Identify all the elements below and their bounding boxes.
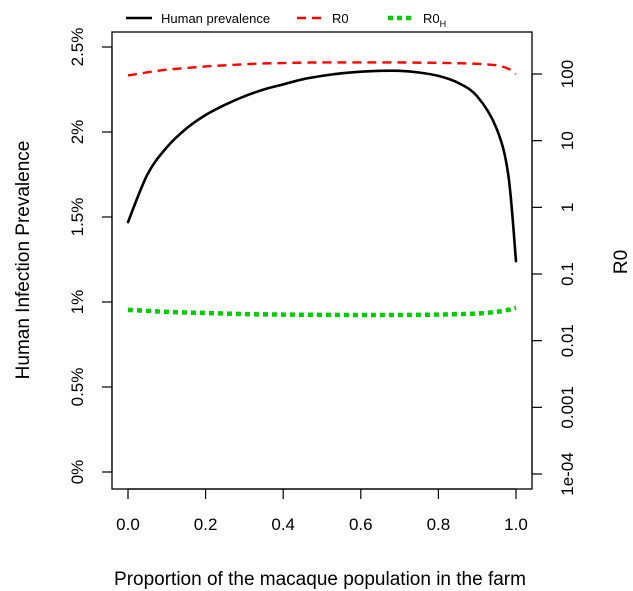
y-tick-label-right: 0.001 <box>558 386 577 429</box>
y-tick-label-right: 100 <box>558 60 577 88</box>
y-tick-label-left: 1% <box>68 290 87 315</box>
x-tick-label: 0.4 <box>271 515 295 534</box>
y-tick-label-right: 0.01 <box>558 324 577 357</box>
y-tick-label-right: 1e-04 <box>558 452 577 495</box>
legend: Human prevalence R0 R0H <box>126 11 446 29</box>
y-tick-label-left: 2% <box>68 120 87 145</box>
y-tick-label-right: 0.1 <box>558 262 577 286</box>
y-tick-label-left: 0% <box>68 460 87 485</box>
y-tick-label-left: 0.5% <box>68 368 87 407</box>
y-tick-label-right: 10 <box>558 131 577 150</box>
legend-label-1: Human prevalence <box>161 11 270 26</box>
x-tick-label: 0.8 <box>427 515 451 534</box>
y-tick-label-right: 1 <box>558 203 577 212</box>
series-layer <box>126 61 518 318</box>
x-tick-label: 1.0 <box>504 515 528 534</box>
x-tick-label: 0.2 <box>194 515 218 534</box>
x-axis-title: Proportion of the macaque population in … <box>114 569 526 590</box>
plot-frame <box>111 31 533 490</box>
axes-layer: 0.0 0.2 0.4 0.6 0.8 1.0 0% 0.5% 1% 1.5% 2% 2.5% 1e-0… <box>68 28 577 534</box>
y-axis-title-right: R0 <box>611 250 632 274</box>
series-line-2 <box>127 61 517 77</box>
y-tick-label-left: 1.5% <box>68 198 87 237</box>
x-tick-label: 0.0 <box>116 515 140 534</box>
series-line-3 <box>127 305 517 318</box>
series-line-1 <box>126 69 518 263</box>
y-tick-label-left: 2.5% <box>68 28 87 67</box>
legend-label-2: R0 <box>332 11 349 26</box>
legend-label-3: R0H <box>423 11 446 29</box>
x-tick-label: 0.6 <box>349 515 373 534</box>
y-axis-title-left: Human Infection Prevalence <box>13 141 34 380</box>
